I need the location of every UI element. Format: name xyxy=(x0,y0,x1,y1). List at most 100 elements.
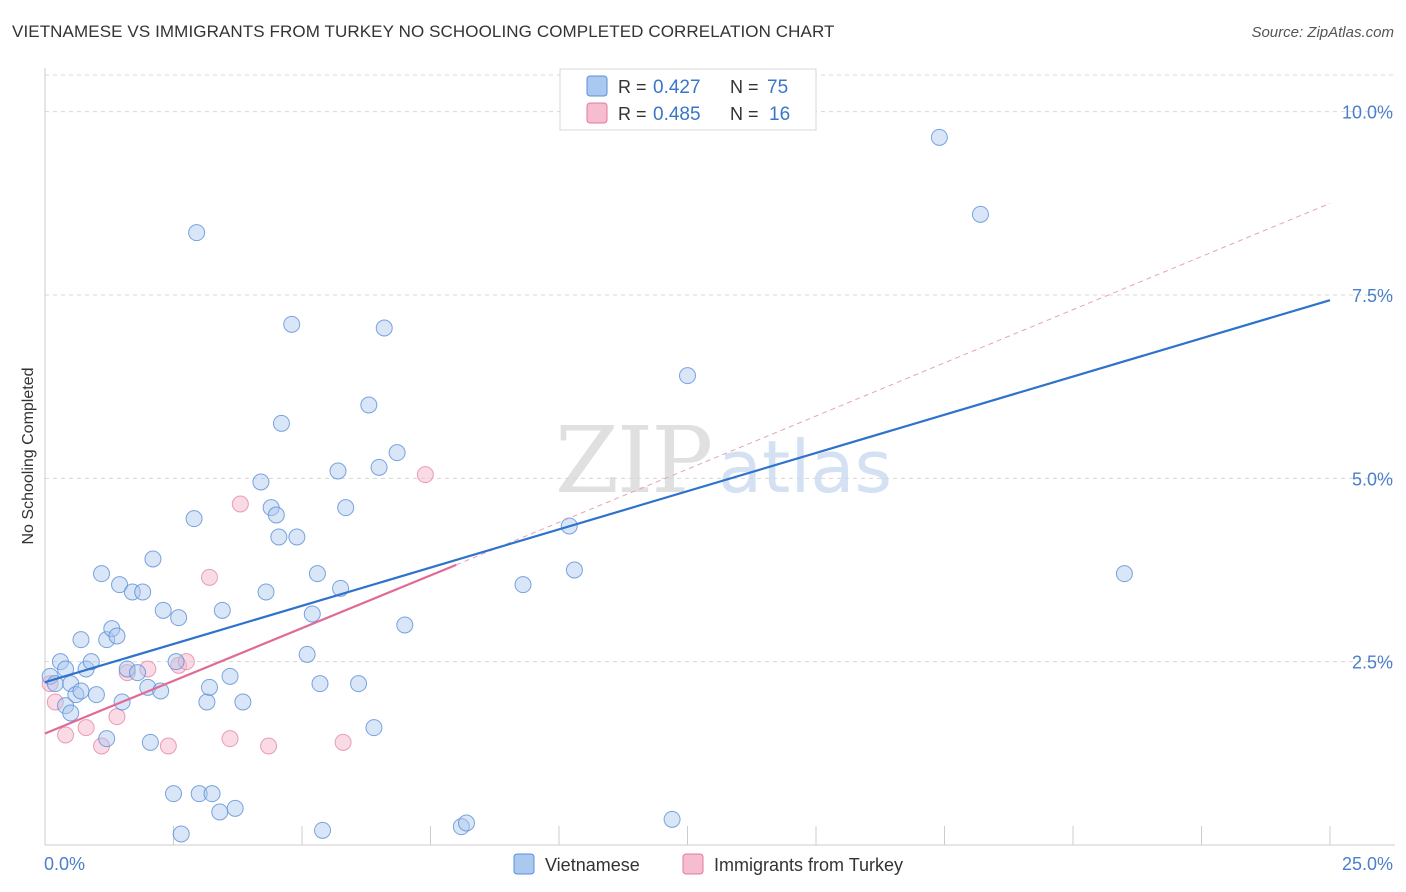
point-vietnamese-8 xyxy=(72,682,90,700)
point-vietnamese-61 xyxy=(360,396,378,414)
point-vietnamese-47 xyxy=(267,506,285,524)
point-turkey-6 xyxy=(118,664,136,682)
point-turkey-5 xyxy=(108,708,126,726)
point-vietnamese-74 xyxy=(930,128,948,146)
point-vietnamese-37 xyxy=(200,678,218,696)
watermark-zip: ZIP xyxy=(555,407,711,514)
point-vietnamese-66 xyxy=(396,616,414,634)
point-vietnamese-41 xyxy=(221,667,239,685)
point-vietnamese-71 xyxy=(565,561,583,579)
point-vietnamese-44 xyxy=(252,473,270,491)
chart-title: VIETNAMESE VS IMMIGRANTS FROM TURKEY NO … xyxy=(12,22,835,41)
point-vietnamese-59 xyxy=(337,499,355,517)
legend-n-value-1: 16 xyxy=(769,104,790,125)
point-turkey-11 xyxy=(200,568,218,586)
point-vietnamese-50 xyxy=(283,315,301,333)
point-vietnamese-32 xyxy=(172,825,190,843)
point-vietnamese-56 xyxy=(314,821,332,839)
point-turkey-2 xyxy=(57,726,75,744)
point-turkey-16 xyxy=(416,466,434,484)
point-vietnamese-26 xyxy=(144,550,162,568)
point-turkey-7 xyxy=(139,660,157,678)
point-vietnamese-72 xyxy=(663,810,681,828)
point-vietnamese-5 xyxy=(62,704,80,722)
y-tick-label-2: 7.5% xyxy=(1352,286,1393,306)
source-note: Source: ZipAtlas.com xyxy=(1251,24,1394,41)
point-vietnamese-60 xyxy=(350,675,368,693)
axis-layer xyxy=(44,68,1395,846)
point-vietnamese-64 xyxy=(375,319,393,337)
legend-n-value-0: 75 xyxy=(767,77,788,98)
point-vietnamese-68 xyxy=(457,814,475,832)
point-vietnamese-62 xyxy=(365,719,383,737)
point-vietnamese-54 xyxy=(308,565,326,583)
tick-layer: 2.5% 5.0% 7.5% 10.0% 0.0% 25.0% xyxy=(44,103,1393,874)
point-vietnamese-45 xyxy=(257,583,275,601)
point-vietnamese-39 xyxy=(211,803,229,821)
point-vietnamese-31 xyxy=(170,609,188,627)
bottom-legend-label-vietnamese: Vietnamese xyxy=(545,855,640,875)
legend-r-value-1: 0.485 xyxy=(653,104,701,125)
point-turkey-13 xyxy=(231,495,249,513)
point-vietnamese-40 xyxy=(213,601,231,619)
point-vietnamese-52 xyxy=(298,645,316,663)
y-tick-label-3: 10.0% xyxy=(1342,103,1393,123)
point-turkey-14 xyxy=(260,737,278,755)
grid-layer xyxy=(45,74,1395,663)
point-vietnamese-63 xyxy=(370,458,388,476)
bottom-legend-label-turkey: Immigrants from Turkey xyxy=(714,855,903,875)
point-vietnamese-36 xyxy=(198,693,216,711)
legend-swatch-turkey xyxy=(586,102,608,124)
trend-vietnamese xyxy=(44,299,1331,684)
point-turkey-12 xyxy=(221,730,239,748)
point-turkey-10 xyxy=(177,653,195,671)
point-vietnamese-17 xyxy=(108,627,126,645)
point-vietnamese-69 xyxy=(514,576,532,594)
points-vietnamese xyxy=(41,128,1133,843)
trend-layer xyxy=(44,202,1331,735)
points-turkey xyxy=(41,466,434,755)
point-vietnamese-20 xyxy=(118,660,136,678)
point-vietnamese-75 xyxy=(971,205,989,223)
point-vietnamese-53 xyxy=(303,605,321,623)
point-vietnamese-12 xyxy=(87,686,105,704)
point-vietnamese-9 xyxy=(72,631,90,649)
legend-n-label-1: N = xyxy=(730,104,759,124)
point-vietnamese-43 xyxy=(234,693,252,711)
point-vietnamese-42 xyxy=(226,799,244,817)
point-vietnamese-73 xyxy=(679,367,696,385)
point-vietnamese-21 xyxy=(123,583,141,601)
point-vietnamese-30 xyxy=(167,653,185,671)
point-vietnamese-57 xyxy=(329,462,347,480)
point-vietnamese-51 xyxy=(288,528,306,546)
point-vietnamese-15 xyxy=(98,730,116,748)
point-vietnamese-11 xyxy=(82,653,100,671)
point-vietnamese-22 xyxy=(129,664,147,682)
legend-n-label-0: N = xyxy=(730,77,759,97)
point-vietnamese-14 xyxy=(98,631,116,649)
trend-turkey xyxy=(44,563,457,735)
watermark: ZIP atlas xyxy=(555,407,892,514)
point-turkey-15 xyxy=(334,733,352,751)
point-vietnamese-38 xyxy=(203,785,221,803)
x-tick-label-1: 25.0% xyxy=(1342,854,1393,874)
bottom-legend: Vietnamese Immigrants from Turkey xyxy=(513,853,903,875)
y-axis-title: No Schooling Completed xyxy=(20,368,37,545)
legend-r-label-0: R = xyxy=(618,77,647,97)
trend-turkey-extension xyxy=(456,202,1331,566)
point-vietnamese-65 xyxy=(388,444,406,462)
point-vietnamese-49 xyxy=(272,414,290,432)
point-vietnamese-23 xyxy=(134,583,152,601)
point-vietnamese-13 xyxy=(93,565,111,583)
legend-r-label-1: R = xyxy=(618,104,647,124)
bottom-legend-swatch-turkey xyxy=(682,853,704,875)
point-vietnamese-29 xyxy=(165,785,182,803)
legend-swatch-vietnamese xyxy=(586,75,608,97)
point-vietnamese-76 xyxy=(1115,565,1133,583)
x-tick-label-0: 0.0% xyxy=(44,854,85,874)
point-vietnamese-33 xyxy=(185,510,203,528)
legend-r-value-0: 0.427 xyxy=(653,77,701,98)
point-turkey-1 xyxy=(46,693,64,711)
point-turkey-3 xyxy=(77,719,95,737)
